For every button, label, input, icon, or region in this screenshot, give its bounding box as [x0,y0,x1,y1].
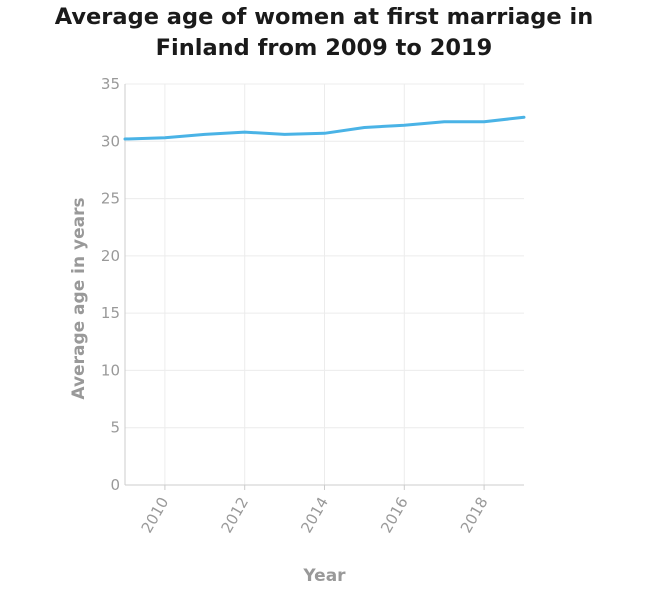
y-axis-title: Average age in years [69,197,89,399]
y-tick-label: 25 [101,190,120,208]
chart-title-line-1: Average age of women at first marriage i… [54,4,594,30]
x-tick-label: 2012 [217,494,252,536]
gridlines [125,83,524,485]
x-tick-label: 2018 [457,494,492,536]
chart-title-line-2: Finland from 2009 to 2019 [155,35,493,61]
y-tick-label: 0 [110,476,120,494]
x-tick-label: 2010 [138,494,173,536]
y-tick-label: 30 [101,132,120,150]
tick-labels: 0 5 10 15 20 25 30 35 2010 2012 2014 2016 2018 [101,75,492,536]
data-series [123,115,526,141]
axes [124,84,524,490]
x-axis-title: Year [302,566,346,586]
chart-title: Average age of women at first marriage i… [0,2,648,64]
x-tick-label: 2016 [377,494,412,536]
y-tick-label: 20 [101,247,120,265]
y-tick-label: 5 [110,419,120,437]
y-tick-label: 35 [101,75,120,93]
y-tick-label: 15 [101,304,120,322]
x-tick-label: 2014 [297,494,332,536]
y-tick-label: 10 [101,361,120,379]
